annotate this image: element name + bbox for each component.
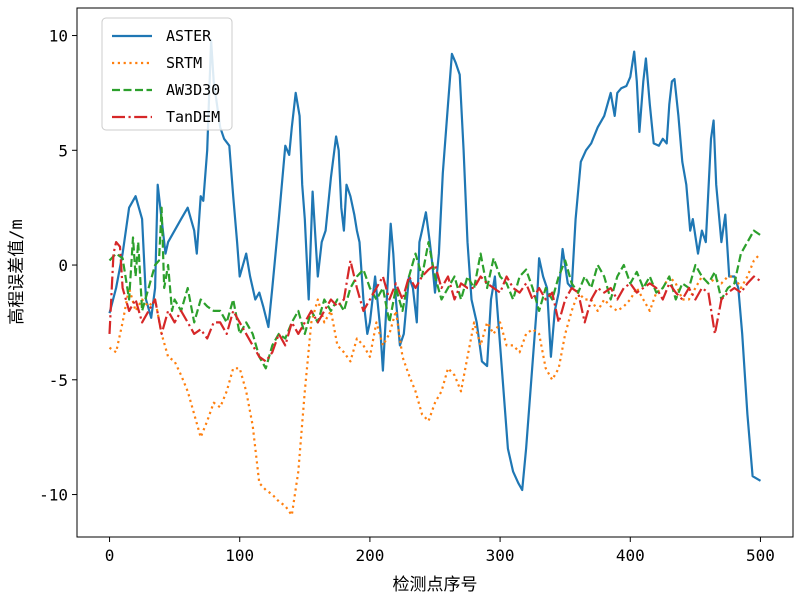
x-axis: 0 100 200 300 400 500 <box>105 537 775 565</box>
plot-frame <box>76 7 794 538</box>
series-line-aw3d30 <box>108 206 762 370</box>
legend-label-aw3d30: AW3D30 <box>166 81 220 99</box>
legend-box <box>101 17 233 131</box>
y-tick-label: -5 <box>49 371 68 390</box>
x-tick-label: 100 <box>225 546 254 565</box>
y-tick-label: 0 <box>58 256 68 275</box>
legend: ASTER SRTM AW3D30 TanDEM <box>101 17 233 131</box>
y-tick-label: 10 <box>49 27 68 46</box>
legend-label-srtm: SRTM <box>166 54 202 72</box>
series-layer <box>108 39 762 517</box>
legend-label-aster: ASTER <box>166 27 212 45</box>
x-tick-label: 0 <box>105 546 115 565</box>
y-tick-label: 5 <box>58 141 68 160</box>
x-tick-label: 500 <box>746 546 775 565</box>
x-axis-label: 检测点序号 <box>393 575 478 595</box>
x-tick-label: 400 <box>616 546 645 565</box>
series-line-tandem <box>108 241 762 363</box>
y-axis-label: 高程误差值/m <box>7 219 27 324</box>
series-line-srtm <box>108 252 762 517</box>
y-tick-label: -10 <box>39 486 68 505</box>
x-tick-label: 200 <box>355 546 384 565</box>
x-tick-label: 300 <box>486 546 515 565</box>
legend-label-tandem: TanDEM <box>166 108 220 126</box>
y-axis: -10 -5 0 5 10 <box>39 27 77 505</box>
